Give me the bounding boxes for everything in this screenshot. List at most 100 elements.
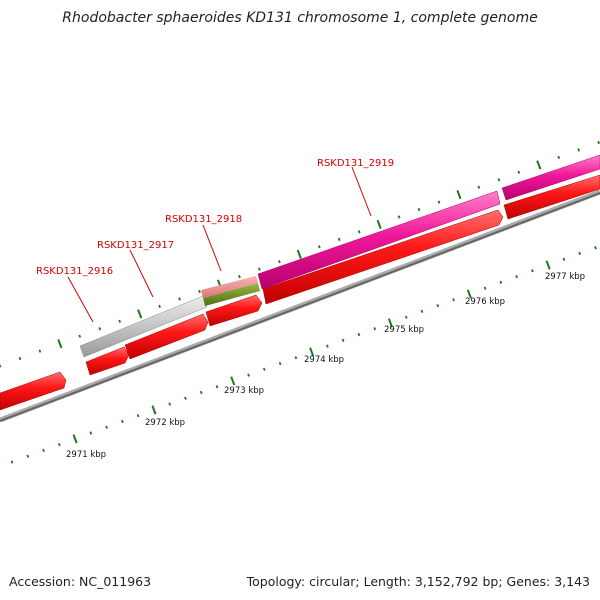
outer-tick-ring [0,140,600,368]
minor-tick-mark [437,200,441,204]
gene-label-rskd131-2916[interactable]: RSKD131_2916 [36,266,113,277]
minor-tick-mark [417,207,421,212]
minor-tick-mark [404,315,408,319]
minor-tick-mark [341,338,345,342]
map-title: Rhodobacter sphaeroides KD131 chromosome… [62,10,538,26]
feature-rskd131-2918-top[interactable] [201,276,258,298]
minor-tick-mark [531,269,534,273]
minor-tick-mark [247,373,250,377]
minor-tick-mark [477,185,481,189]
minor-tick-mark [357,230,361,234]
minor-tick-mark [199,390,203,395]
minor-tick-mark [38,349,42,353]
minor-tick-mark [136,414,140,418]
feature-reverse-2917[interactable] [124,313,209,360]
feature-rskd131-2918-bottom[interactable] [203,283,260,306]
minor-tick-mark [0,364,2,368]
minor-tick-mark [184,396,187,400]
minor-tick-mark [26,454,30,458]
minor-tick-mark [436,303,440,308]
scale-label-2973: 2973 kbp [224,386,264,396]
minor-tick-mark [562,257,566,261]
minor-tick-mark [215,385,219,389]
minor-tick-mark [326,344,329,348]
major-tick-mark [376,219,382,230]
gene-label-rskd131-2919[interactable]: RSKD131_2919 [317,158,394,169]
minor-tick-mark [483,286,487,290]
minor-tick-mark [373,327,377,331]
minor-tick-mark [294,356,298,360]
scale-label-2971: 2971 kbp [66,450,106,460]
gene-label-leader [202,224,222,272]
minor-tick-mark [578,251,582,256]
major-tick-mark [456,190,462,200]
major-tick-mark [309,347,315,357]
minor-tick-mark [168,402,172,406]
major-tick-mark [230,376,236,386]
feature-reverse-2918[interactable] [205,294,263,327]
minor-tick-mark [278,361,282,366]
minor-tick-mark [10,460,14,464]
gene-label-rskd131-2917[interactable]: RSKD131_2917 [97,240,174,251]
scale-label-2974: 2974 kbp [304,355,344,365]
feature-reverse-2919[interactable] [262,209,504,305]
minor-tick-mark [57,442,61,447]
feature-rskd131-2919[interactable] [257,190,501,290]
gene-label-leader [67,276,94,323]
minor-tick-mark [515,274,518,279]
minor-tick-mark [18,356,22,361]
minor-tick-mark [238,275,241,279]
gene-label-leader [129,249,154,298]
feature-left-reverse[interactable] [0,371,67,411]
minor-tick-mark [105,425,108,429]
minor-tick-mark [317,245,321,249]
minor-tick-mark [98,327,102,331]
minor-tick-mark [198,289,201,294]
major-tick-mark [151,405,157,415]
minor-tick-mark [517,170,521,174]
minor-tick-mark [78,334,82,338]
major-tick-mark [536,160,542,170]
minor-tick-mark [337,237,341,242]
minor-tick-mark [178,297,181,301]
feature-next-forward[interactable] [501,154,600,201]
feature-next-reverse[interactable] [503,174,600,220]
minor-tick-mark [118,319,122,323]
feature-rskd131-2917[interactable] [79,295,208,358]
minor-tick-mark [594,245,597,250]
minor-tick-mark [357,332,361,337]
backbone-line [0,192,600,422]
gene-label-leader [351,166,372,217]
scale-label-2972: 2972 kbp [145,418,185,428]
minor-tick-mark [420,309,424,314]
scale-label-2976: 2976 kbp [465,297,505,307]
major-tick-mark [296,249,302,259]
major-tick-mark [387,318,393,328]
major-tick-mark [57,339,63,349]
feature-rskd131-2916[interactable] [85,346,130,376]
minor-tick-mark [557,155,561,160]
scale-label-2977: 2977 kbp [545,272,585,282]
major-tick-mark [545,260,551,270]
minor-tick-mark [121,419,124,424]
minor-tick-mark [497,178,501,182]
genome-summary-text: Topology: circular; Length: 3,152,792 bp… [246,574,590,589]
minor-tick-mark [397,215,401,219]
minor-tick-mark [262,367,266,371]
minor-tick-mark [258,267,261,271]
accession-text: Accession: NC_011963 [9,574,152,589]
minor-tick-mark [42,448,45,452]
major-tick-mark [466,289,472,299]
minor-tick-mark [597,140,600,145]
major-tick-mark [137,309,143,319]
gene-label-rskd131-2918[interactable]: RSKD131_2918 [165,214,242,225]
minor-tick-mark [452,298,455,302]
scale-label-2975: 2975 kbp [384,325,424,335]
minor-tick-mark [278,260,281,264]
major-tick-mark [72,434,78,444]
minor-tick-mark [499,280,503,284]
minor-tick-mark [577,148,581,152]
minor-tick-mark [158,304,161,309]
minor-tick-mark [89,431,93,435]
